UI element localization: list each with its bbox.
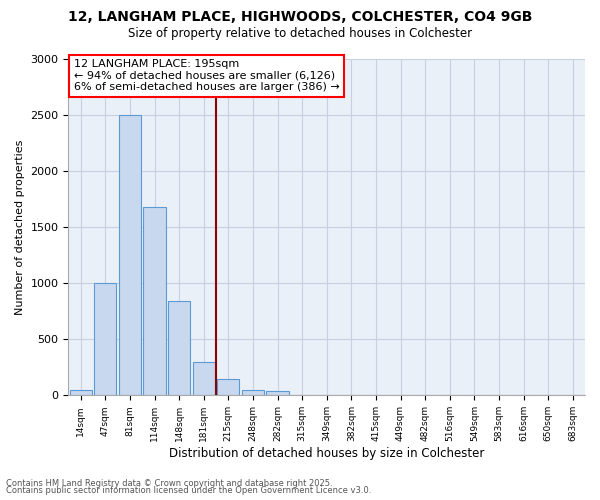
Bar [193,362,215,396]
Bar [143,207,166,396]
Bar [242,390,264,396]
Text: Contains HM Land Registry data © Crown copyright and database right 2025.: Contains HM Land Registry data © Crown c… [6,478,332,488]
Text: Contains public sector information licensed under the Open Government Licence v3: Contains public sector information licen… [6,486,371,495]
Bar [119,115,141,396]
Bar [217,378,239,396]
Bar [316,395,338,396]
Text: Size of property relative to detached houses in Colchester: Size of property relative to detached ho… [128,28,472,40]
Bar [168,301,190,396]
Text: 12, LANGHAM PLACE, HIGHWOODS, COLCHESTER, CO4 9GB: 12, LANGHAM PLACE, HIGHWOODS, COLCHESTER… [68,10,532,24]
Y-axis label: Number of detached properties: Number of detached properties [15,140,25,315]
Bar [266,391,289,396]
Bar [70,390,92,396]
Text: 12 LANGHAM PLACE: 195sqm
← 94% of detached houses are smaller (6,126)
6% of semi: 12 LANGHAM PLACE: 195sqm ← 94% of detach… [74,59,340,92]
Bar [291,395,313,396]
Bar [94,283,116,396]
X-axis label: Distribution of detached houses by size in Colchester: Distribution of detached houses by size … [169,447,484,460]
